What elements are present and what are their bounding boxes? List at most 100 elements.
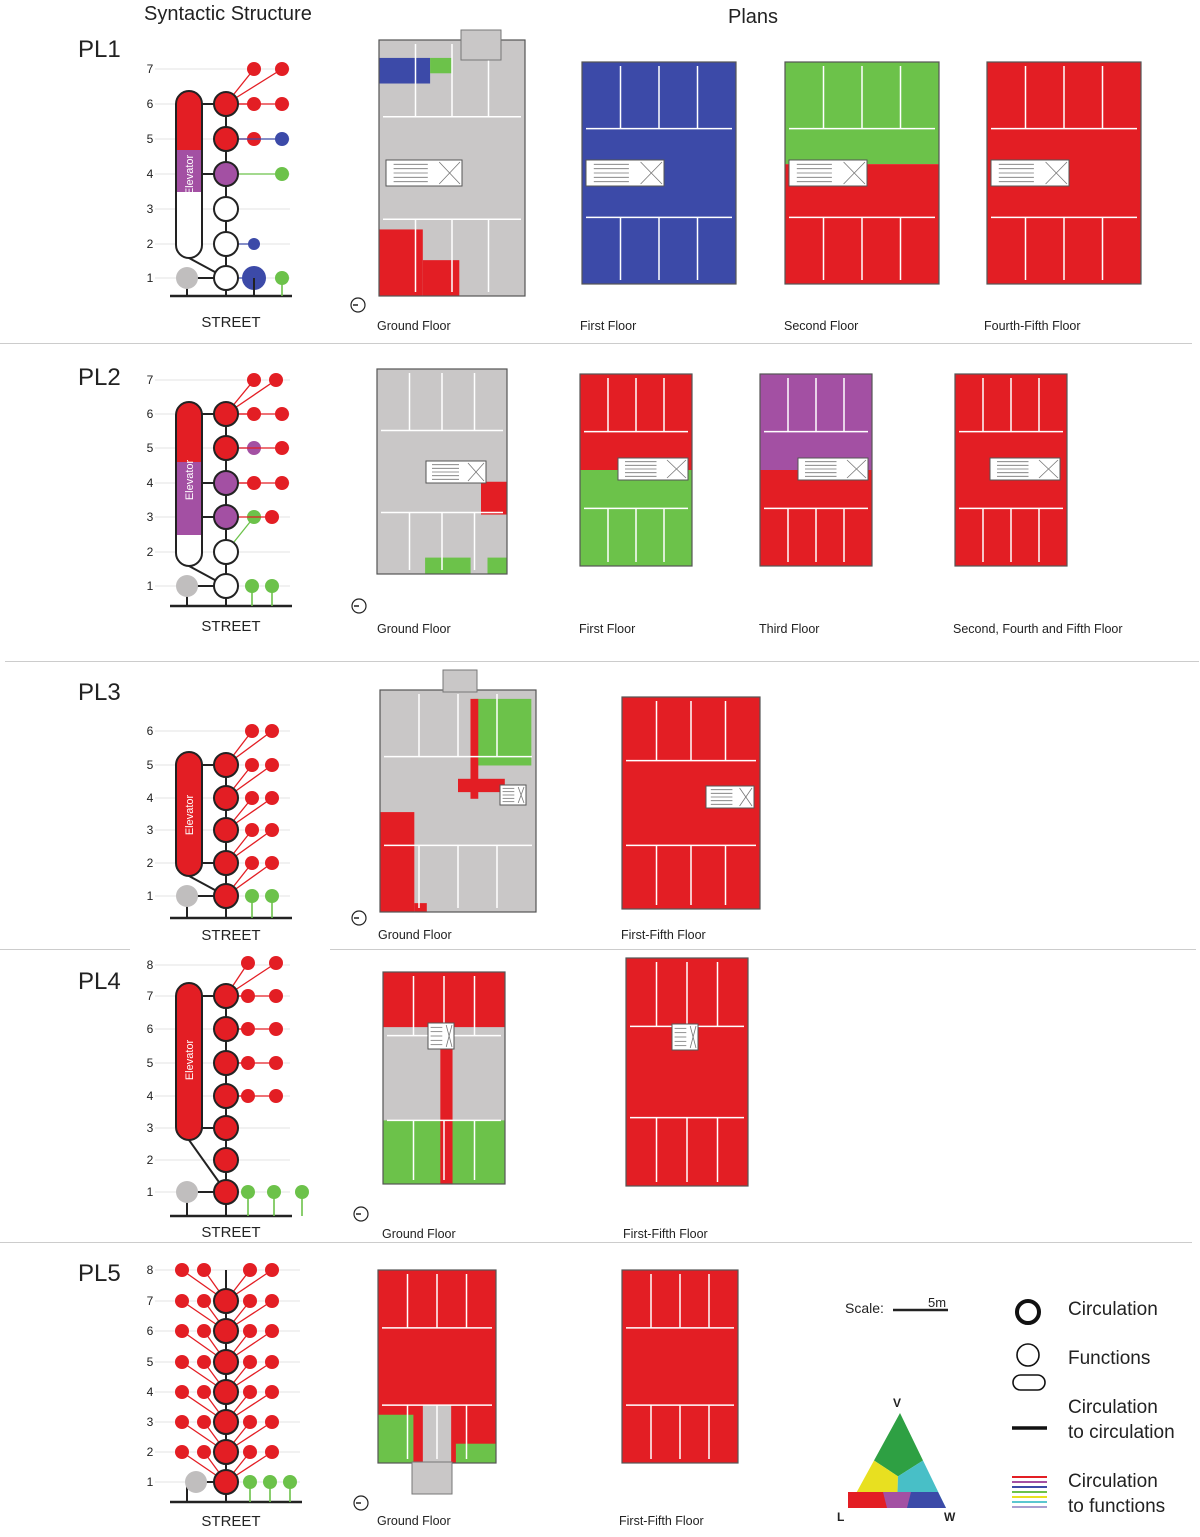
plan-caption: Second, Fourth and Fifth Floor: [953, 622, 1123, 636]
plan-zone: [440, 1027, 453, 1184]
row-label-pl1: PL1: [78, 36, 121, 63]
function-node: [243, 1263, 257, 1277]
plan-caption: First Floor: [580, 319, 637, 333]
function-node: [241, 1185, 255, 1199]
circulation-node: [213, 1016, 239, 1042]
legend-elevator-icon: [1012, 1374, 1046, 1391]
function-node: [197, 1385, 211, 1399]
function-node: [275, 97, 289, 111]
lift-cross: [846, 459, 867, 479]
function-node: [175, 1263, 189, 1277]
plan-pl2-third: [759, 373, 873, 567]
circulation-node: [213, 539, 239, 565]
plan-outline: [954, 373, 1068, 567]
plan-caption: Fourth-Fifth Floor: [984, 319, 1081, 333]
circulation-node: [213, 983, 239, 1009]
circulation-node: [213, 1409, 239, 1435]
legend-functions: Functions: [1068, 1348, 1151, 1369]
elevator-capsule: [175, 751, 203, 877]
circulation-node: [213, 401, 239, 427]
circulation-node: [213, 1288, 239, 1314]
elevator-band: [176, 192, 202, 258]
floor-number: 7: [146, 989, 154, 1003]
plan-pl2-first: [579, 373, 693, 567]
circulation-node: [213, 1115, 239, 1141]
function-node: [275, 441, 289, 455]
function-node: [197, 1263, 211, 1277]
floor-number: 2: [146, 545, 154, 559]
floor-number: 3: [146, 510, 154, 524]
triangle-label-v: V: [893, 1396, 902, 1410]
floor-number: 4: [146, 476, 154, 490]
floor-number: 7: [146, 1294, 154, 1308]
legend-circ-to-func-1: Circulation: [1068, 1471, 1158, 1492]
lift-cross: [445, 1024, 453, 1048]
function-node: [295, 1185, 309, 1199]
function-node: [265, 579, 279, 593]
circulation-node: [213, 1318, 239, 1344]
floor-number: 3: [146, 202, 154, 216]
legend-circ-to-circ-2: to circulation: [1068, 1422, 1175, 1443]
circulation-node: [213, 1179, 239, 1205]
function-node: [243, 1294, 257, 1308]
circulation-node: [213, 91, 239, 117]
plan-pl5-typical: [621, 1269, 739, 1464]
scale-value: 5m: [928, 1295, 947, 1310]
function-node: [275, 271, 289, 285]
plan-pl3-ground: [379, 689, 537, 913]
legend-circ-to-circ-1: Circulation: [1068, 1397, 1158, 1418]
plan-outline: [382, 971, 506, 1185]
legend-circulation: Circulation: [1068, 1299, 1158, 1320]
lift-cross: [640, 161, 663, 185]
row-separator: [0, 343, 1192, 344]
floor-number: 6: [146, 1324, 154, 1338]
lift-cross: [1045, 161, 1068, 185]
circulation-node: [213, 785, 239, 811]
plan-zone: [473, 698, 532, 766]
plan-zone: [414, 903, 427, 912]
function-node: [243, 1324, 257, 1338]
plan-outline: [986, 61, 1142, 285]
function-node: [245, 791, 259, 805]
elevator-band: [176, 983, 202, 1140]
function-node: [275, 132, 289, 146]
floor-number: 7: [146, 373, 154, 387]
elevator-label: Elevator: [184, 794, 196, 835]
lift-cross: [689, 1025, 697, 1049]
function-node: [265, 724, 279, 738]
plan-caption: Ground Floor: [377, 1514, 451, 1528]
plan-zone: [380, 812, 415, 912]
ground-function-node: [176, 575, 198, 597]
function-node: [269, 373, 283, 387]
elevator-band: [176, 535, 202, 566]
elevator-band: [176, 752, 202, 876]
function-node: [248, 238, 260, 250]
floor-number: 5: [146, 441, 154, 455]
plan-pl5-ground: [377, 1269, 497, 1464]
lift-cross: [666, 459, 687, 479]
lift-cross: [517, 786, 525, 804]
elevator-outline: [175, 751, 203, 877]
function-node: [245, 823, 259, 837]
floor-number: 1: [146, 271, 154, 285]
function-node: [265, 1294, 279, 1308]
function-node: [197, 1415, 211, 1429]
elevator-label: Elevator: [184, 154, 196, 195]
function-node: [265, 1324, 279, 1338]
floor-number: 1: [146, 579, 154, 593]
legend-circulation-icon: [1015, 1299, 1041, 1325]
function-node: [275, 476, 289, 490]
plan-caption: First Floor: [579, 622, 636, 636]
ground-function-node: [176, 885, 198, 907]
elevator-outline: [175, 982, 203, 1141]
circulation-node: [213, 883, 239, 909]
plan-zone: [379, 57, 431, 84]
circulation-node: [213, 435, 239, 461]
plan-zone: [455, 1443, 496, 1463]
street-label: STREET: [201, 314, 261, 331]
floor-number: 2: [146, 237, 154, 251]
plan-zone: [430, 57, 452, 74]
circulation-node: [213, 752, 239, 778]
floor-number: 4: [146, 1385, 154, 1399]
circulation-node: [213, 231, 239, 257]
